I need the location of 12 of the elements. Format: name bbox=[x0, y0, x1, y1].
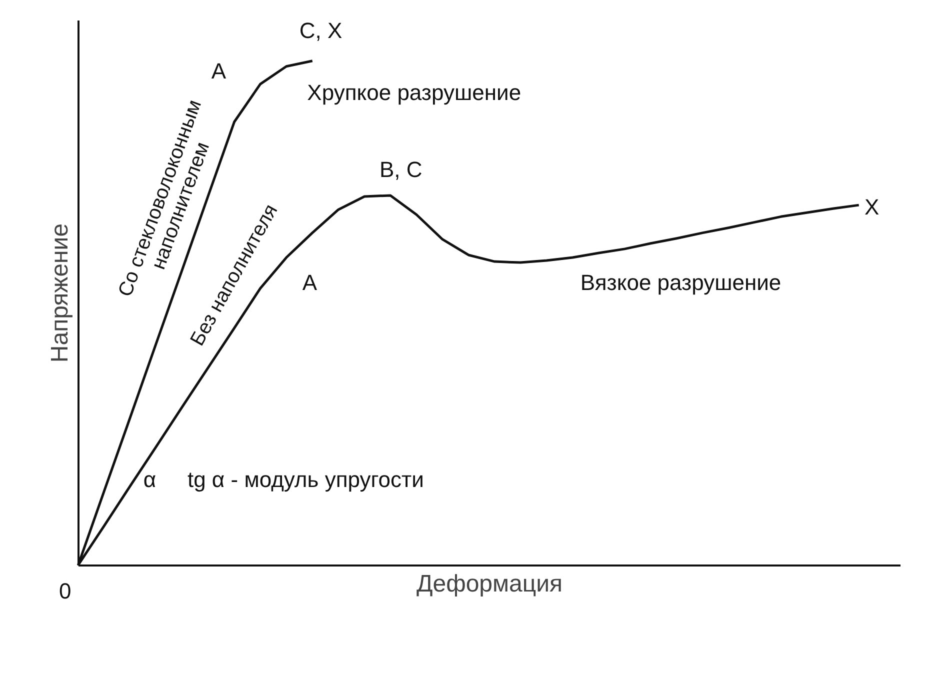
annotation: Хрупкое разрушение bbox=[307, 80, 522, 106]
annotation: A bbox=[211, 58, 226, 84]
x-axis-title: Деформация bbox=[416, 570, 563, 598]
annotation: X bbox=[864, 194, 880, 220]
annotation: B, C bbox=[379, 156, 422, 182]
annotation: tg α - модуль упругости bbox=[187, 466, 424, 492]
annotation: α bbox=[143, 466, 156, 492]
text: C, X bbox=[299, 18, 342, 44]
y-axis-title: Напряжение bbox=[46, 223, 74, 363]
text: 0 bbox=[59, 578, 72, 604]
annotation: Вязкое разрушение bbox=[580, 270, 782, 296]
annotation: A bbox=[302, 270, 318, 296]
